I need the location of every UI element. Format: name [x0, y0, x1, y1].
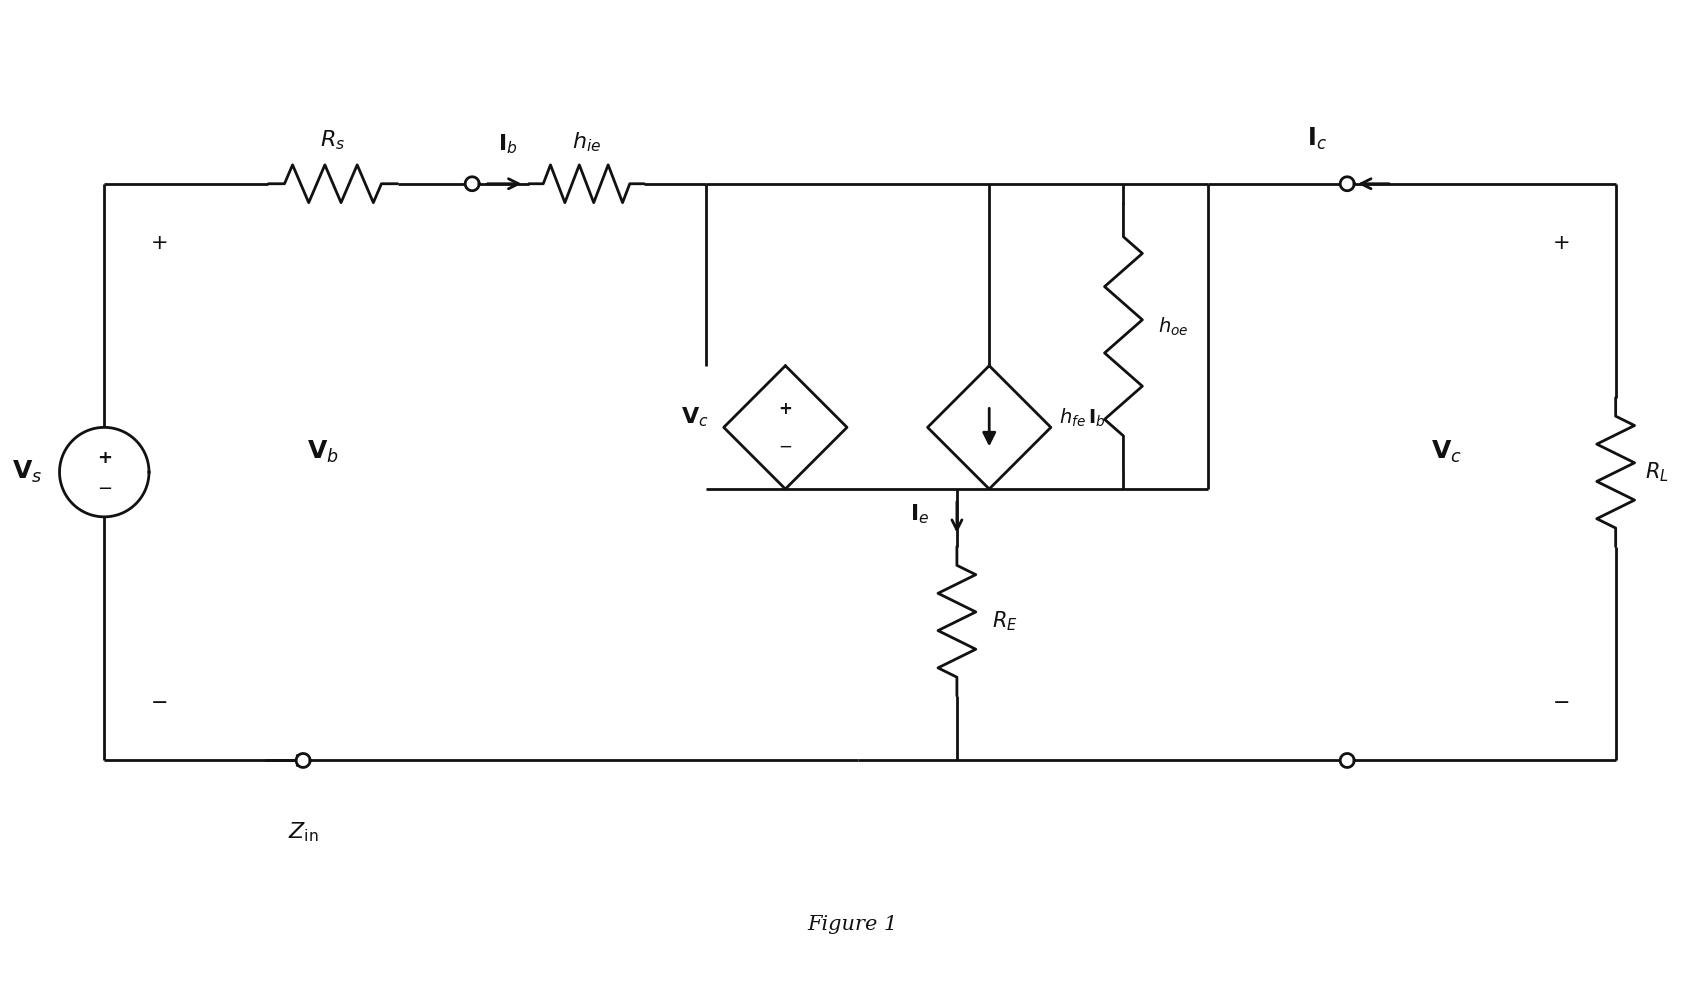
Text: $R_s$: $R_s$	[321, 129, 346, 152]
Text: $\mathbf{V}_c$: $\mathbf{V}_c$	[680, 406, 709, 429]
Text: $\mathbf{I}_e$: $\mathbf{I}_e$	[910, 502, 929, 525]
Text: Figure 1: Figure 1	[808, 915, 897, 934]
Text: $\mathbf{V}_c$: $\mathbf{V}_c$	[1430, 439, 1463, 465]
Text: $h_{oe}$: $h_{oe}$	[1158, 315, 1188, 338]
Text: $h_{fe}\,\mathbf{I}_b$: $h_{fe}\,\mathbf{I}_b$	[1059, 407, 1105, 428]
Polygon shape	[1340, 177, 1354, 191]
Polygon shape	[297, 753, 310, 767]
Text: $Z_{\rm in}$: $Z_{\rm in}$	[288, 820, 319, 844]
Text: $\mathbf{V}_b$: $\mathbf{V}_b$	[307, 439, 339, 465]
Text: $-$: $-$	[97, 478, 113, 496]
Text: $h_{ie}$: $h_{ie}$	[571, 131, 602, 154]
Text: $-$: $-$	[1552, 690, 1570, 711]
Text: $\mathbf{I}_c$: $\mathbf{I}_c$	[1308, 126, 1326, 152]
Polygon shape	[465, 177, 479, 191]
Text: $+$: $+$	[1552, 234, 1570, 253]
Text: $\mathbf{V}_s$: $\mathbf{V}_s$	[12, 459, 43, 485]
Polygon shape	[1340, 753, 1354, 767]
Text: $+$: $+$	[150, 234, 167, 253]
Text: +: +	[97, 449, 113, 467]
Text: $-$: $-$	[150, 690, 167, 711]
Text: $R_E$: $R_E$	[992, 610, 1018, 633]
Text: $R_L$: $R_L$	[1645, 461, 1669, 484]
Text: $-$: $-$	[777, 436, 793, 455]
Text: +: +	[779, 401, 793, 418]
Text: $\mathbf{I}_b$: $\mathbf{I}_b$	[498, 133, 517, 156]
